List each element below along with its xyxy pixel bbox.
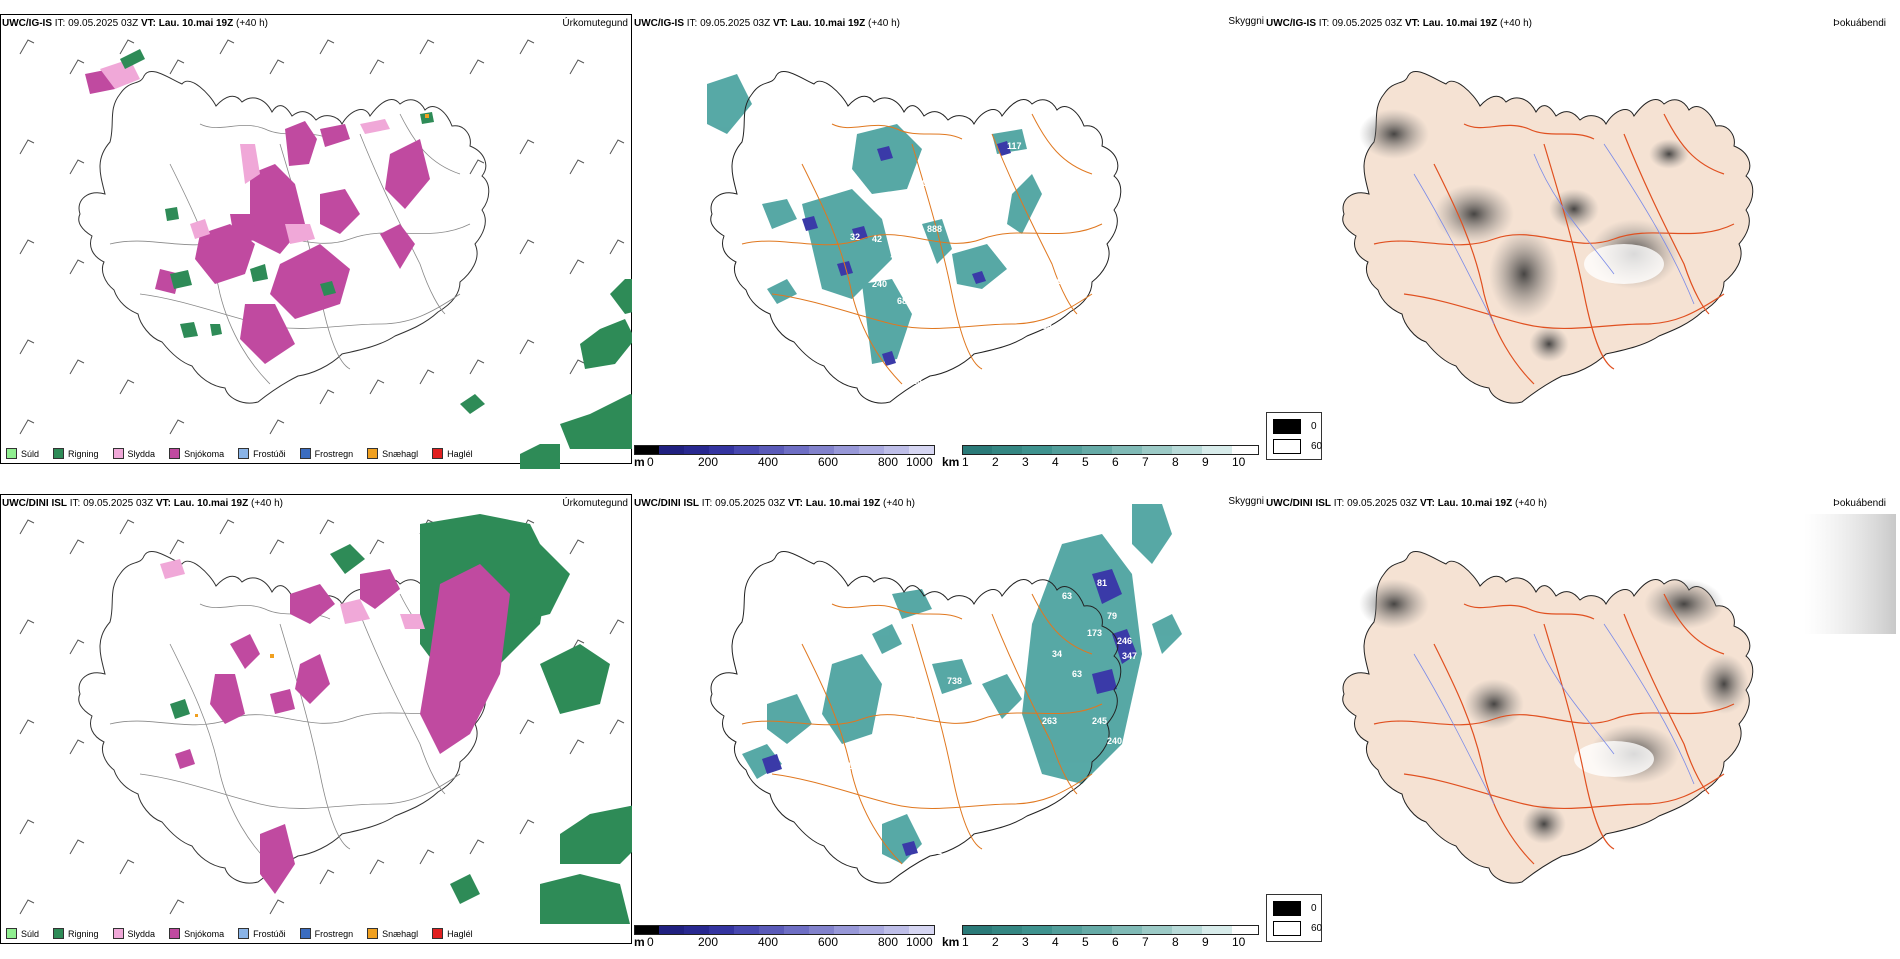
fog-legend: 0 60 [1266,894,1322,942]
legend-item: Snjókoma [169,448,224,459]
visibility-label: 17 [862,771,872,781]
visibility-panel-dini: 81 63 79 173 12 246 347 738 34 63 244 67 451 263 245 24… [632,494,1264,959]
km-unit: km [942,455,960,469]
panel-header: UWC/DINI ISL IT: 09.05.2025 03Z VT: Lau.… [1266,498,1547,509]
panel-title: Skyggni [1228,16,1264,27]
precip-legend: Súld Rigning Slydda Snjókoma Frostúði Fr… [6,928,473,939]
visibility-label: 206 [917,178,932,188]
visibility-label: 263 [1042,716,1057,726]
visibility-label: 888 [927,224,942,234]
legend-item: Rigning [53,928,99,939]
visibility-label: 245 [1092,716,1107,726]
visibility-map-ig: 117 127 291 206 888 42 32 98 240 159 131 124 126 131 3… [707,70,1122,406]
fog-legend: 0 60 [1266,412,1322,460]
fog-panel-dini: UWC/DINI ISL IT: 09.05.2025 03Z VT: Lau.… [1264,494,1896,959]
visibility-label: 70 [847,316,857,326]
panel-header: UWC/IG-IS IT: 09.05.2025 03Z VT: Lau. 10… [634,18,900,29]
visibility-label: 240 [872,279,887,289]
visibility-label: 32 [850,232,860,242]
visibility-label: 240 [1107,736,1122,746]
legend-item: Frostúði [238,448,286,459]
legend-item: Súld [6,448,39,459]
visibility-label: 129 [977,311,992,321]
visibility-label: 108 [1072,796,1087,806]
visibility-label: 42 [872,234,882,244]
visibility-label: 63 [1062,591,1072,601]
panel-title: Þokuábendi [1833,18,1886,29]
visibility-label: 291 [977,148,992,158]
visibility-map-dini: 81 63 79 173 12 246 347 738 34 63 244 67 451 263 24524… [710,504,1182,884]
visibility-label: 67 [915,703,925,713]
panel-title: Úrkomutegund [562,498,628,509]
legend-item: Rigning [53,448,99,459]
visibility-label: 287 [1037,291,1052,301]
visibility-panel-ig: 117 127 291 206 888 42 32 98 240 159 131 124 126 131 3… [632,14,1264,479]
panel-title: Þokuábendi [1833,498,1886,509]
visibility-m-colorbar: m 0 200 400 600 800 1000 [634,925,936,949]
visibility-km-colorbar: km 1 2 3 4 5 6 7 8 9 10 [942,445,1260,469]
panel-header: UWC/DINI ISL IT: 09.05.2025 03Z VT: Lau.… [634,498,915,509]
panel-title: Úrkomutegund [562,18,628,29]
legend-item: Haglél [432,448,473,459]
visibility-label: 127 [937,156,952,166]
visibility-label: 36 [1052,276,1062,286]
visibility-label: 79 [1107,611,1117,621]
precip-legend: Súld Rigning Slydda Snjókoma Frostúði Fr… [6,448,473,459]
legend-item: Snjókoma [169,928,224,939]
legend-item: Snæhagl [367,448,418,459]
km-unit: km [942,935,960,949]
visibility-label: 26 [912,376,922,386]
m-unit: m [634,935,645,949]
visibility-label: 63 [1072,669,1082,679]
panel-title: Skyggni [1228,496,1264,507]
visibility-label: 347 [1122,651,1137,661]
visibility-label: 244 [902,716,917,726]
visibility-label: 124 [912,264,927,274]
visibility-label: 459 [1052,324,1067,334]
visibility-label: 19 [819,354,829,364]
legend-item: Súld [6,928,39,939]
visibility-label: 199 [912,296,927,306]
legend-item: Slydda [112,448,155,459]
visibility-label: 131 [890,254,905,264]
visibility-label: 32 [932,846,942,856]
visibility-label: 451 [962,708,977,718]
precip-type-map-ig [0,14,632,469]
fog-map-ig [1342,70,1754,404]
visibility-label: 458 [1037,321,1052,331]
fog-panel-ig: UWC/IG-IS IT: 09.05.2025 03Z VT: Lau. 10… [1264,14,1896,479]
visibility-label: 246 [1117,636,1132,646]
legend-item: Snæhagl [367,928,418,939]
panel-header: UWC/IG-IS IT: 09.05.2025 03Z VT: Lau. 10… [1266,18,1532,29]
m-unit: m [634,455,645,469]
panel-header: UWC/IG-IS IT: 09.05.2025 03Z VT: Lau. 10… [2,18,268,29]
visibility-label: 131 [1032,281,1047,291]
visibility-label: 47 [927,396,937,406]
visibility-km-colorbar: km 1 2 3 4 5 6 7 8 9 10 [942,925,1260,949]
precip-type-panel-ig: UWC/IG-IS IT: 09.05.2025 03Z VT: Lau. 10… [0,14,632,479]
visibility-m-colorbar: m 0 200 400 600 800 1000 [634,445,936,469]
legend-item: Frostregn [299,448,353,459]
visibility-label: 68 [897,296,907,306]
visibility-label: 738 [947,676,962,686]
fog-map-dini [1342,514,1896,884]
legend-item: Frostregn [299,928,353,939]
precip-type-panel-dini: UWC/DINI ISL IT: 09.05.2025 03Z VT: Lau.… [0,494,632,959]
visibility-label: 34 [1052,649,1062,659]
visibility-label: 12 [932,634,942,644]
visibility-label: 126 [932,268,947,278]
legend-item: Slydda [112,928,155,939]
visibility-label: 216 [842,761,857,771]
panel-header: UWC/DINI ISL IT: 09.05.2025 03Z VT: Lau.… [2,498,283,509]
visibility-label: 159 [1032,306,1047,316]
precip-type-map-dini [0,494,632,944]
visibility-label: 117 [1007,141,1022,151]
visibility-label: 98 [1047,243,1057,253]
visibility-label: 81 [1097,578,1107,588]
visibility-label: 173 [1087,628,1102,638]
visibility-label: 47 [942,862,952,872]
legend-item: Frostúði [238,928,286,939]
legend-item: Haglél [432,928,473,939]
visibility-label: 243 [932,328,947,338]
